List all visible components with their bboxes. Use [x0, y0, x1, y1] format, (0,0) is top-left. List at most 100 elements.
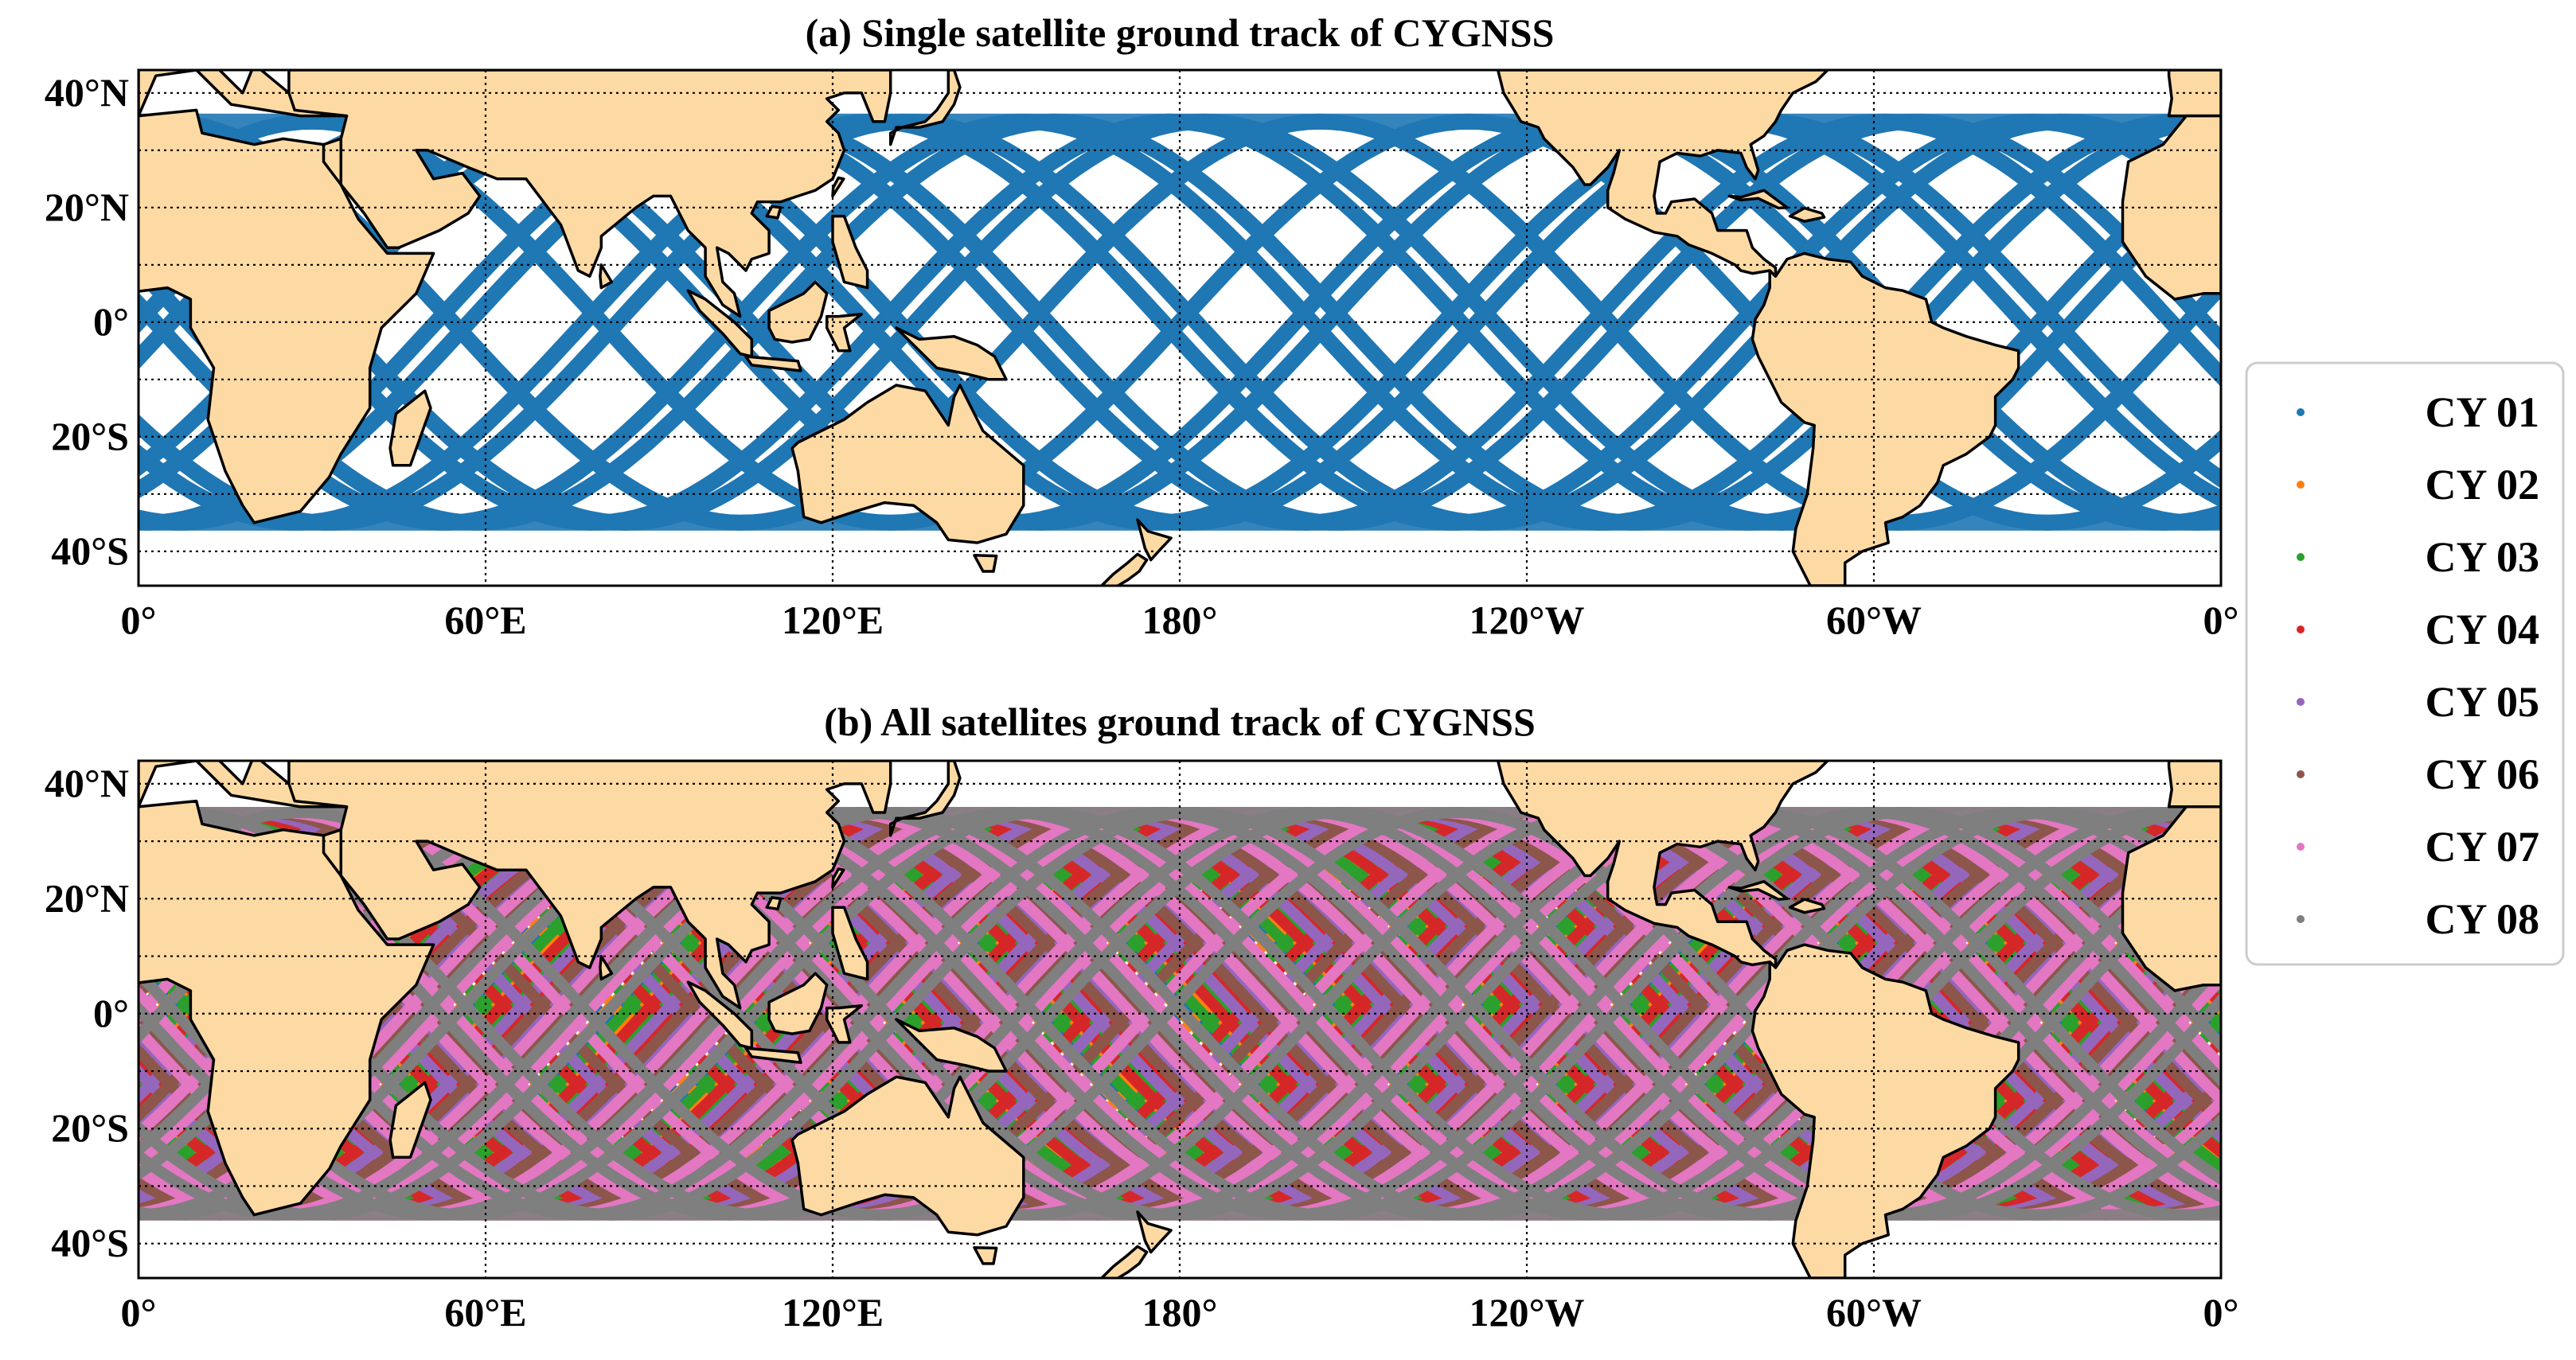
- lon-tick-label: 60°E: [444, 1290, 526, 1335]
- panel-b-map: (b) All satellites ground track of CYGNS…: [45, 699, 2239, 1335]
- land-tasmania: [973, 554, 998, 573]
- legend-label: CY 05: [2426, 678, 2540, 726]
- track-strand: [139, 806, 2221, 1221]
- land-asia: [287, 70, 892, 318]
- track-strand: [139, 807, 2221, 1221]
- legend-label: CY 03: [2426, 533, 2540, 581]
- track-strand: [139, 807, 2221, 1221]
- land-asia: [287, 761, 892, 1010]
- lon-tick-label: 0°: [121, 1290, 157, 1335]
- lon-tick-label: 60°W: [1826, 1290, 1922, 1335]
- track-strand: [139, 806, 2221, 1221]
- lat-tick-label: 40°N: [45, 70, 129, 115]
- lon-tick-label: 120°W: [1469, 1290, 1585, 1335]
- land-taiwan: [831, 176, 845, 198]
- track-strand: [139, 806, 2221, 1221]
- land-borneo: [767, 972, 829, 1035]
- legend-item-cy-02: CY 02: [2297, 461, 2539, 509]
- land-south-america: [1751, 251, 2020, 586]
- legend: CY 01 CY 02 CY 03 CY 04 CY 05 CY 06 CY 07 CY 08: [2245, 361, 2565, 966]
- lat-tick-label: 20°N: [45, 875, 129, 920]
- land-borneo: [767, 280, 829, 344]
- track-strand: [139, 806, 2221, 1221]
- track-strand: [139, 806, 2221, 1221]
- land-tasmania: [973, 1245, 998, 1265]
- legend-item-cy-06: CY 06: [2297, 750, 2539, 798]
- land-north-america: [1496, 70, 1829, 278]
- legend-frame: [2245, 361, 2565, 966]
- land-sulawesi: [825, 1003, 864, 1044]
- legend-label: CY 02: [2426, 461, 2540, 509]
- lat-tick-label: 20°N: [45, 185, 129, 229]
- land-nz-north: [1136, 518, 1173, 562]
- panel-b-land: [139, 761, 2221, 1278]
- legend-label: CY 06: [2426, 750, 2540, 798]
- lon-tick-label: 0°: [2203, 598, 2239, 642]
- panel-a-map: (a) Single satellite ground track of CYG…: [45, 10, 2239, 642]
- lon-tick-label: 120°E: [782, 598, 884, 642]
- land-hispaniola: [1788, 898, 1826, 914]
- land-north-america: [1496, 761, 1829, 969]
- legend-item-cy-05: CY 05: [2297, 678, 2539, 726]
- legend-marker: [2297, 625, 2305, 633]
- land-india-lanka: [599, 954, 614, 981]
- track-strand: [139, 807, 2221, 1221]
- track-strand: [139, 806, 2221, 1221]
- track-strand: [139, 806, 2221, 1221]
- panel-a-frame: [137, 68, 2223, 587]
- legend-marker: [2297, 843, 2305, 851]
- legend-marker: [2297, 915, 2305, 923]
- track-strand: [139, 113, 2221, 531]
- land-nz-south: [1100, 552, 1149, 586]
- land-iberia-w: [2167, 70, 2221, 118]
- track-strand: [139, 806, 2221, 1221]
- land-japan: [888, 70, 962, 146]
- track-strand: [139, 113, 2221, 531]
- land-java: [744, 355, 802, 372]
- legend-item-cy-04: CY 04: [2297, 606, 2539, 653]
- legend-item-cy-03: CY 03: [2297, 533, 2539, 581]
- lat-tick-label: 20°S: [51, 1105, 129, 1150]
- panel-b-lat-ticks: 40°N 20°N 0° 20°S 40°S: [45, 761, 129, 1265]
- legend-label: CY 08: [2426, 895, 2540, 943]
- legend-marker: [2297, 481, 2305, 489]
- legend-label: CY 07: [2426, 823, 2540, 871]
- legend-item-cy-08: CY 08: [2297, 895, 2539, 943]
- lon-tick-label: 0°: [121, 598, 157, 642]
- land-madagascar: [388, 1081, 432, 1159]
- legend-marker: [2297, 553, 2305, 561]
- panel-b-lon-ticks: 0° 60°E 120°E 180° 120°W 60°W 0°: [121, 1290, 2239, 1335]
- lon-tick-label: 120°E: [782, 1290, 884, 1335]
- land-hispaniola: [1788, 206, 1826, 223]
- land-africa: [139, 799, 435, 1217]
- land-philippines: [831, 906, 869, 981]
- track-strand: [139, 807, 2221, 1221]
- legend-item-cy-01: CY 01: [2297, 388, 2539, 436]
- track-strand: [139, 807, 2221, 1221]
- lat-tick-label: 0°: [93, 991, 129, 1035]
- track-strand: [139, 113, 2221, 531]
- lat-tick-label: 20°S: [51, 414, 129, 458]
- lat-tick-label: 40°N: [45, 761, 129, 805]
- lat-tick-label: 40°S: [51, 528, 129, 573]
- legend-label: CY 04: [2426, 606, 2540, 653]
- land-madagascar: [388, 389, 432, 467]
- land-philippines: [831, 214, 869, 290]
- legend-item-cy-07: CY 07: [2297, 823, 2539, 871]
- lon-tick-label: 0°: [2203, 1290, 2239, 1335]
- track-strand: [139, 113, 2221, 531]
- track-strand: [139, 113, 2221, 531]
- land-hainan: [765, 205, 783, 220]
- land-taiwan: [831, 867, 845, 889]
- lon-tick-label: 60°E: [444, 598, 526, 642]
- panel-a-land: [139, 70, 2221, 586]
- track-strand: [139, 113, 2221, 531]
- legend-marker: [2297, 698, 2305, 706]
- panel-a-lon-ticks: 0° 60°E 120°E 180° 120°W 60°W 0°: [121, 598, 2239, 642]
- land-hainan: [765, 896, 783, 911]
- land-japan: [888, 761, 962, 837]
- panel-a-lat-ticks: 40°N 20°N 0° 20°S 40°S: [45, 70, 129, 573]
- lon-tick-label: 60°W: [1826, 598, 1922, 642]
- lon-tick-label: 180°: [1142, 1290, 1218, 1335]
